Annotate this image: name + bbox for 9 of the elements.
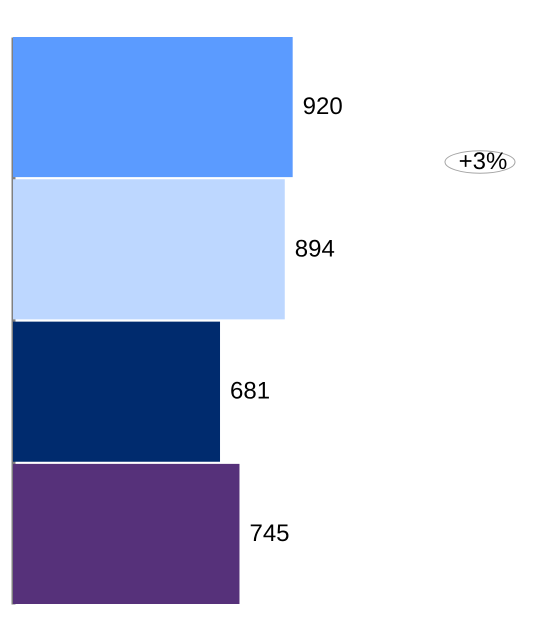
data-label: 681: [230, 378, 270, 405]
bar: [13, 464, 240, 604]
text: +3%: [458, 148, 508, 175]
data-label: 920: [302, 93, 343, 120]
bar: [13, 179, 285, 320]
data-label: 894: [294, 235, 335, 262]
data-label: 745: [249, 520, 290, 547]
bar: [13, 37, 293, 178]
bar: [13, 322, 220, 462]
